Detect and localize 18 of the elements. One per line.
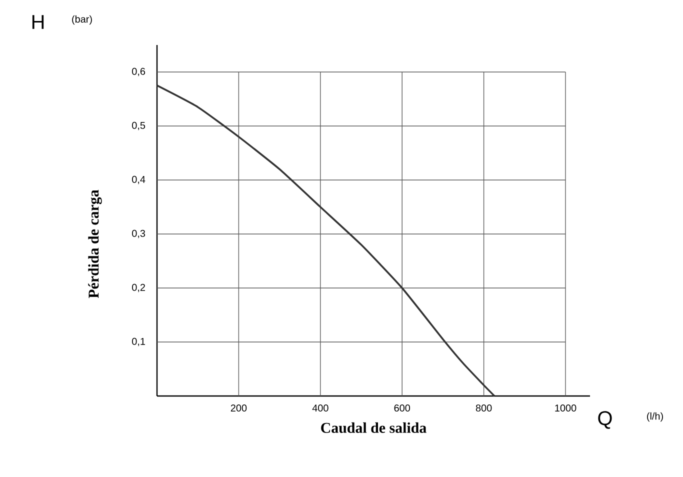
x-axis-title: Caudal de salida xyxy=(321,422,426,433)
y-tick-label: 0,4 xyxy=(132,176,146,184)
x-tick-label: 1000 xyxy=(555,404,576,412)
text: (bar) xyxy=(72,15,92,25)
y-tick-label: 0,2 xyxy=(132,284,145,292)
y-axis-title: Pérdida de carga xyxy=(88,190,102,298)
text: H xyxy=(32,15,44,29)
y-tick-label: 0,6 xyxy=(132,68,146,76)
x-tick-label: 600 xyxy=(394,404,410,412)
y-tick-label: 0,1 xyxy=(132,338,146,346)
y-tick-label: 0,3 xyxy=(132,230,146,238)
text: (l/h) xyxy=(647,412,663,422)
x-tick-label: 800 xyxy=(476,404,492,412)
x-tick-label: 400 xyxy=(312,404,328,412)
x-tick-label: 200 xyxy=(230,404,247,412)
y-tick-label: 0,5 xyxy=(132,122,146,130)
line-series xyxy=(156,84,496,397)
text: Q xyxy=(598,411,612,429)
